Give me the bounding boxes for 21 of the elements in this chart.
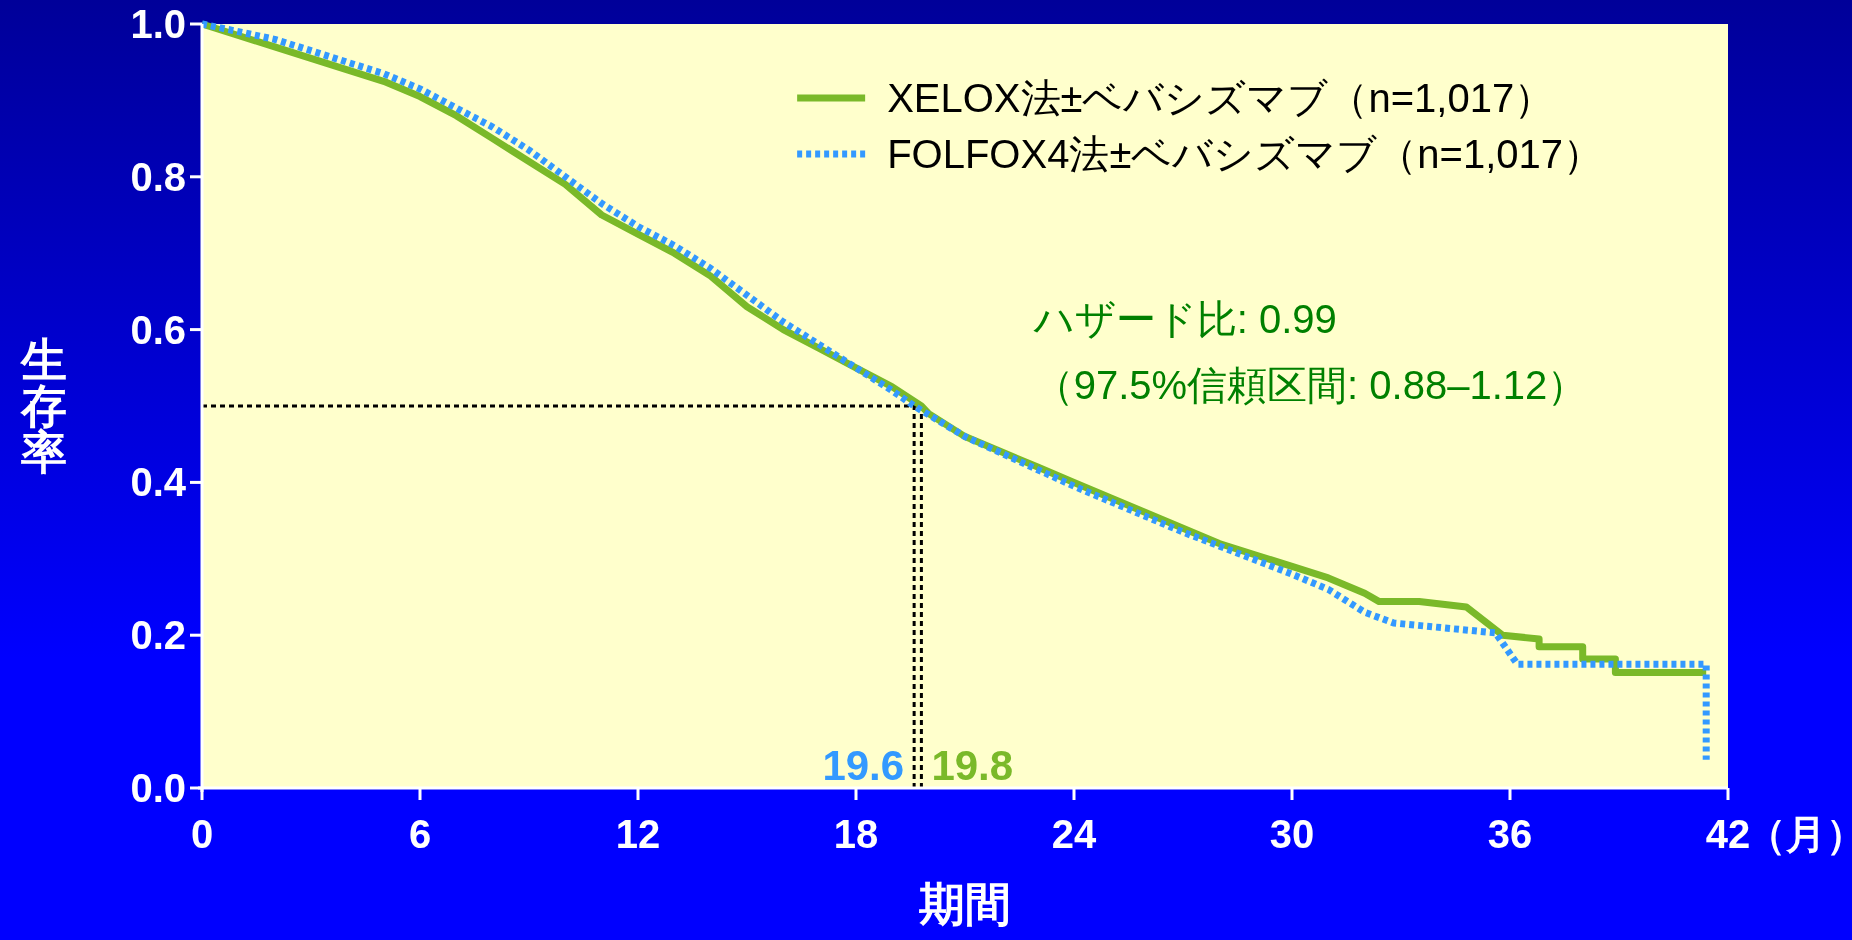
y-axis-title: 生存率 xyxy=(19,334,67,478)
x-tick-label: 6 xyxy=(408,812,432,856)
legend-label: XELOX法±ベバシズマブ（n=1,017） xyxy=(887,76,1555,120)
annotation: （97.5%信頼区間: 0.88–1.12） xyxy=(1033,362,1588,407)
annotation: ハザード比: 0.99 xyxy=(1032,296,1337,341)
y-tick-label: 1.0 xyxy=(130,2,186,46)
y-tick-label: 0.8 xyxy=(130,154,186,199)
x-tick-label: 24 xyxy=(1051,812,1097,856)
annotation: 19.6 xyxy=(822,742,905,789)
y-tick-label: 0.2 xyxy=(130,613,186,658)
x-tick-label: 18 xyxy=(833,812,879,856)
y-tick-label: 0.0 xyxy=(130,766,186,810)
x-tick-label: 30 xyxy=(1269,812,1315,856)
y-tick-label: 0.6 xyxy=(130,307,186,352)
x-tick-label: 0 xyxy=(190,812,214,856)
legend-label: FOLFOX4法±ベバシズマブ（n=1,017） xyxy=(887,132,1604,176)
y-tick-label: 0.4 xyxy=(130,460,187,505)
x-tick-label: 36 xyxy=(1487,812,1533,856)
x-tick-label: 12 xyxy=(615,812,661,856)
annotation: 19.8 xyxy=(931,742,1014,789)
x-axis-title: 期間 xyxy=(919,878,1011,930)
